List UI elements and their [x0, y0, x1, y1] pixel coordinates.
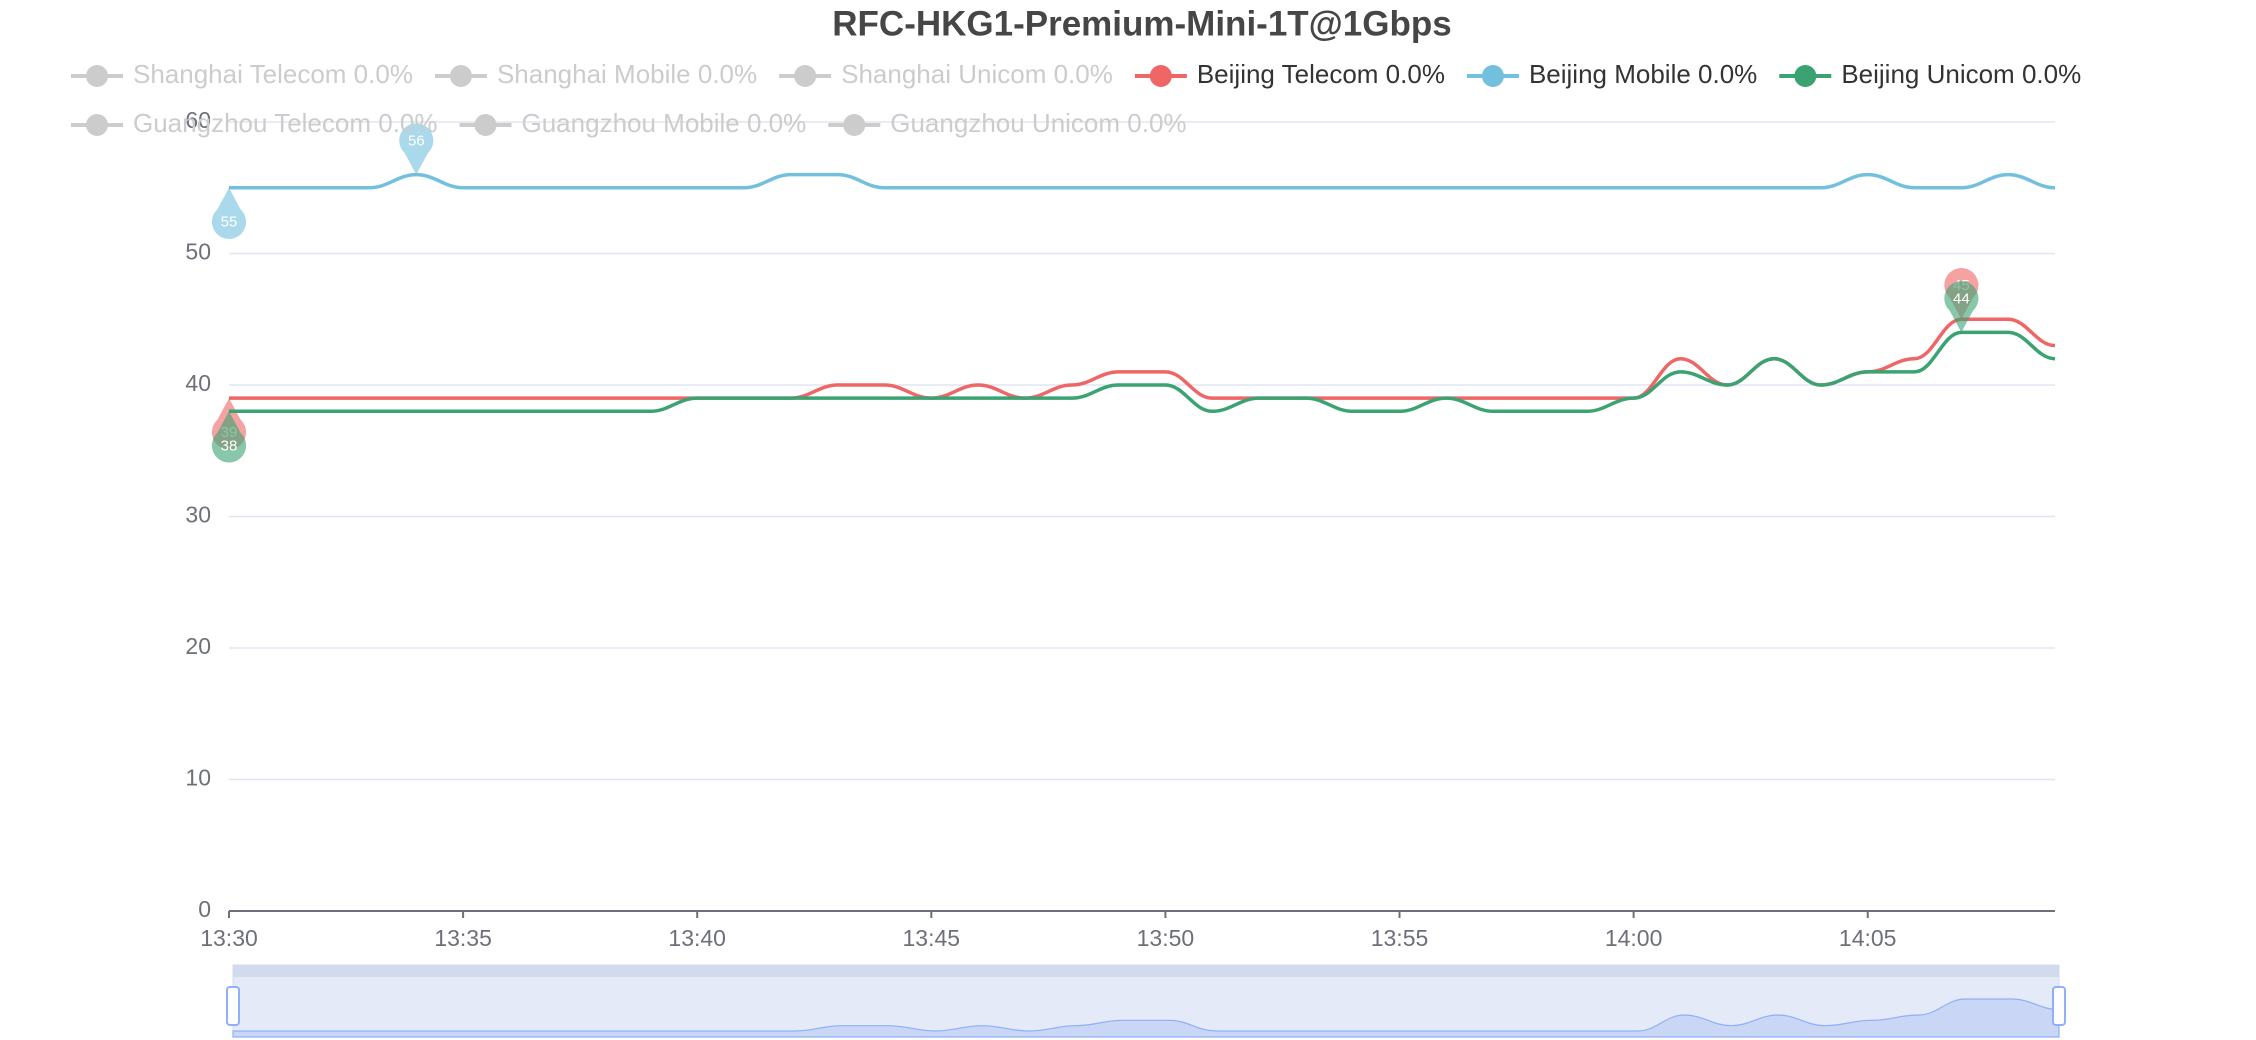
x-tick-label: 13:55	[1371, 925, 1429, 951]
x-tick-label: 13:40	[668, 925, 726, 951]
y-tick-label: 30	[185, 502, 211, 528]
mark-label: 38	[221, 437, 238, 454]
legend-item[interactable]: Beijing Telecom 0.0%	[1134, 59, 1445, 89]
y-tick-label: 40	[185, 370, 211, 396]
legend-item[interactable]: Shanghai Telecom 0.0%	[71, 59, 413, 89]
mark-label: 56	[408, 133, 425, 150]
zoom-top-bar	[233, 965, 2059, 977]
legend-item[interactable]: Guangzhou Unicom 0.0%	[828, 108, 1187, 138]
legend-icon	[1149, 65, 1172, 87]
mark-point	[399, 123, 434, 175]
legend-icon	[449, 65, 472, 87]
legend-label: Beijing Unicom 0.0%	[1841, 59, 2081, 89]
legend-label: Shanghai Telecom 0.0%	[133, 59, 413, 89]
legend-icon	[1794, 65, 1817, 87]
legend-label: Shanghai Mobile 0.0%	[497, 59, 757, 89]
mark-point	[212, 187, 246, 239]
y-tick-label: 60	[185, 107, 211, 133]
legend-label: Guangzhou Unicom 0.0%	[890, 108, 1186, 138]
mark-point	[1944, 281, 1979, 333]
legend-item[interactable]: Shanghai Mobile 0.0%	[434, 59, 757, 89]
series-line	[229, 172, 2056, 190]
legend-icon	[86, 114, 108, 136]
legend-icon	[794, 65, 817, 87]
mark-label: 55	[221, 214, 238, 231]
legend-label: Shanghai Unicom 0.0%	[841, 59, 1113, 89]
x-tick-label: 13:30	[200, 925, 258, 951]
legend-icon	[1481, 65, 1504, 87]
zoom-area	[232, 998, 2060, 1038]
legend-label: Beijing Mobile 0.0%	[1529, 59, 1757, 89]
legend-item[interactable]: Guangzhou Telecom 0.0%	[71, 108, 438, 138]
legend-label: Guangzhou Telecom 0.0%	[133, 108, 438, 138]
legend-icon	[86, 65, 108, 87]
y-tick-label: 0	[198, 896, 211, 922]
y-tick-label: 10	[185, 765, 211, 791]
zoom-handle[interactable]	[226, 986, 240, 1026]
x-tick-label: 14:00	[1605, 925, 1663, 951]
legend-item[interactable]: Shanghai Unicom 0.0%	[779, 59, 1113, 89]
chart-title: RFC-HKG1-Premium-Mini-1T@1Gbps	[832, 4, 1451, 43]
legend-label: Guangzhou Mobile 0.0%	[522, 108, 807, 138]
legend-icon	[474, 114, 497, 136]
x-tick-label: 13:35	[434, 925, 492, 951]
legend-icon	[843, 114, 866, 136]
y-tick-label: 20	[185, 633, 211, 659]
legend-item[interactable]: Beijing Mobile 0.0%	[1466, 59, 1757, 89]
mark-label: 44	[1953, 290, 1970, 307]
mark-pin-head	[212, 204, 246, 239]
x-tick-label: 13:50	[1137, 925, 1195, 951]
series-line	[229, 330, 2056, 414]
mark-pin-head	[212, 428, 246, 463]
y-tick-label: 50	[185, 239, 211, 265]
x-tick-label: 13:45	[903, 925, 961, 951]
legend-label: Beijing Telecom 0.0%	[1197, 59, 1445, 89]
mark-pin-head	[1944, 281, 1979, 316]
x-tick-label: 14:05	[1839, 925, 1897, 951]
mark-pin-head	[399, 123, 434, 158]
zoom-handle[interactable]	[2052, 986, 2066, 1026]
mark-point	[212, 411, 246, 463]
legend-item[interactable]: Guangzhou Mobile 0.0%	[459, 108, 807, 138]
legend-item[interactable]: Beijing Unicom 0.0%	[1779, 59, 2081, 89]
